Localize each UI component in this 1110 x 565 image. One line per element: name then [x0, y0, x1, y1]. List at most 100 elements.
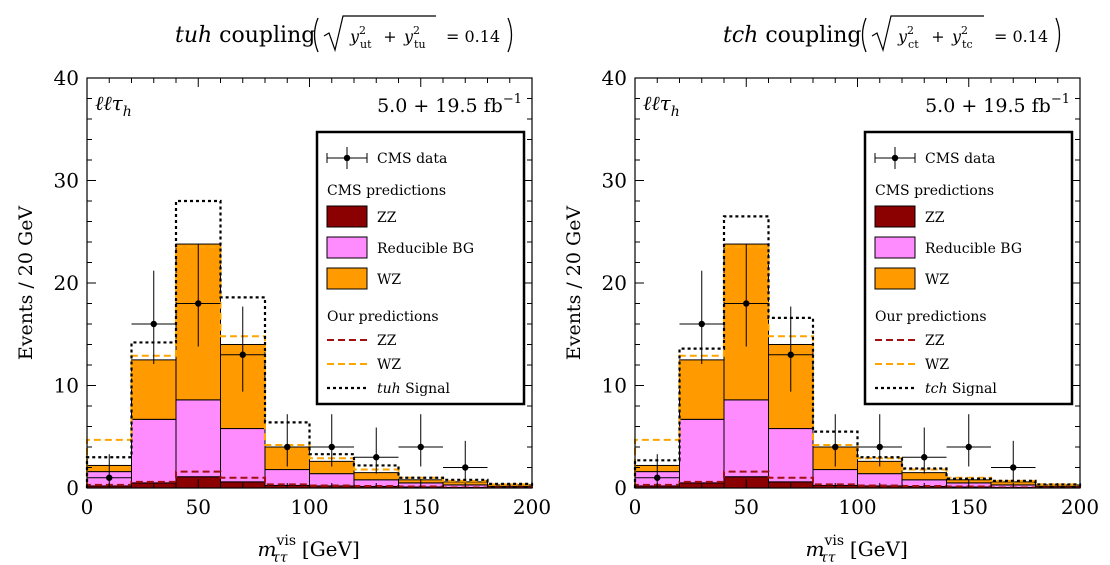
formula-y1: y [897, 27, 908, 46]
legend-our-header: Our predictions [875, 309, 987, 325]
channel-label: ℓℓτh [643, 91, 680, 120]
data-point-1 [106, 474, 113, 481]
chart-panel-1: tuh coupling y2 ut + y2 tu = 0.140 50 100 150 2000… [15, 15, 551, 565]
formula-term-1: y2 ut [349, 24, 372, 51]
legend-label-zz: ZZ [377, 210, 397, 226]
legend-data-marker [343, 154, 351, 162]
formula-plus: + [383, 27, 396, 46]
channel-sub: h [123, 104, 132, 120]
formula-paren-right [1055, 17, 1061, 53]
legend-swatch-reducible-bg [874, 236, 916, 259]
formula-y1: y [349, 27, 360, 46]
legend-swatch-wz [326, 267, 368, 290]
bar-wz-bin-7 [901, 472, 947, 481]
data-point-1 [654, 474, 661, 481]
legend-signal-model: tch [925, 381, 947, 397]
bar-wz-bin-2 [679, 359, 725, 420]
formula-sub-2: tu [414, 38, 426, 51]
legend-swatch-reducible-bg [326, 236, 368, 259]
legend-cms-header: CMS predictions [327, 183, 446, 199]
legend-data-marker [891, 154, 899, 162]
legend-data-label: CMS data [925, 151, 995, 167]
y-tick-label: 40 [602, 66, 627, 90]
legend-label-our-wz: WZ [377, 357, 401, 373]
x-label-sup: vis [275, 533, 296, 549]
data-point-8 [965, 443, 972, 451]
sqrt-sign [323, 15, 436, 53]
formula-y2: y [951, 27, 962, 46]
lumi-label: 5.0 + 19.5 fb−1 [377, 92, 522, 117]
y-tick-label: 40 [54, 66, 79, 90]
legend-label-our-zz: ZZ [377, 333, 397, 349]
channel-text: ℓℓτ [95, 91, 124, 115]
channel-label: ℓℓτh [95, 91, 132, 120]
legend-label-signal: tch Signal [925, 381, 997, 397]
bar-reducible-bg-bin-2 [679, 418, 725, 484]
legend-label-reducible-bg: Reducible BG [377, 241, 474, 257]
legend-label-wz: WZ [377, 272, 401, 288]
x-tick-label: 200 [513, 495, 551, 519]
legend-label-reducible-bg: Reducible BG [925, 241, 1022, 257]
formula-y2: y [403, 27, 414, 46]
legend-signal-word: Signal [947, 381, 997, 397]
lumi-exp: −1 [1051, 92, 1070, 107]
x-tick-label: 50 [734, 495, 759, 519]
x-label-m: m [258, 537, 277, 561]
data-point-8 [417, 443, 424, 451]
title-word: coupling [212, 23, 315, 48]
legend-label-our-zz: ZZ [925, 333, 945, 349]
formula-term-2: y2 tu [403, 24, 426, 51]
x-tick-label: 150 [402, 495, 440, 519]
chart-title: tch coupling [723, 23, 861, 48]
x-tick-label: 150 [950, 495, 988, 519]
x-tick-label: 50 [186, 495, 211, 519]
legend-our-header: Our predictions [327, 309, 439, 325]
y-tick-label: 20 [54, 271, 79, 295]
x-tick-label: 0 [629, 495, 642, 519]
y-tick-label: 30 [602, 169, 627, 193]
legend-label-zz: ZZ [925, 210, 945, 226]
formula-term-2: y2 tc [951, 24, 973, 51]
title-model: tuh [175, 23, 212, 48]
lumi-text: 5.0 + 19.5 fb [377, 95, 503, 117]
formula-exp-1: 2 [907, 24, 914, 37]
channel-sub: h [671, 104, 680, 120]
data-point-9 [462, 464, 469, 471]
y-tick-label: 0 [614, 476, 627, 500]
y-tick-label: 20 [602, 271, 627, 295]
sqrt-sign [871, 15, 984, 53]
x-label-unit: [GeV] [296, 537, 360, 561]
chart-title: tuh coupling [175, 23, 315, 48]
x-tick-label: 0 [81, 495, 94, 519]
x-tick-label: 100 [838, 495, 876, 519]
legend-cms-header: CMS predictions [875, 183, 994, 199]
x-label-sup: vis [823, 533, 844, 549]
data-point-3 [195, 300, 202, 307]
y-tick-label: 10 [602, 374, 627, 398]
x-axis-label: mvis ττ [GeV] [806, 533, 908, 565]
title-model: tch [723, 23, 758, 48]
y-tick-label: 0 [66, 476, 79, 500]
formula-exp-1: 2 [359, 24, 366, 37]
legend-signal-model: tuh [377, 381, 401, 397]
x-label-unit: [GeV] [844, 537, 908, 561]
data-point-2 [698, 320, 705, 328]
x-tick-label: 200 [1061, 495, 1099, 519]
formula-sub-1: ct [908, 38, 919, 51]
data-point-5 [832, 443, 839, 451]
formula-value: = 0.14 [446, 27, 500, 46]
bar-reducible-bg-bin-3 [723, 399, 769, 478]
bar-reducible-bg-bin-4 [220, 428, 266, 483]
bar-reducible-bg-bin-4 [768, 428, 814, 483]
x-axis-label: mvis ττ [GeV] [258, 533, 360, 565]
legend-signal-word: Signal [401, 381, 451, 397]
data-point-6 [328, 443, 335, 451]
x-label-sub: ττ [820, 550, 836, 565]
legend-swatch-zz [326, 205, 368, 228]
legend-data-label: CMS data [377, 151, 447, 167]
chart-panel-2: tch coupling y2 ct + y2 tc = 0.140 50 100 150 2000… [563, 15, 1099, 565]
formula-paren-right [507, 17, 513, 53]
lumi-label: 5.0 + 19.5 fb−1 [925, 92, 1070, 117]
bar-reducible-bg-bin-2 [131, 418, 177, 484]
